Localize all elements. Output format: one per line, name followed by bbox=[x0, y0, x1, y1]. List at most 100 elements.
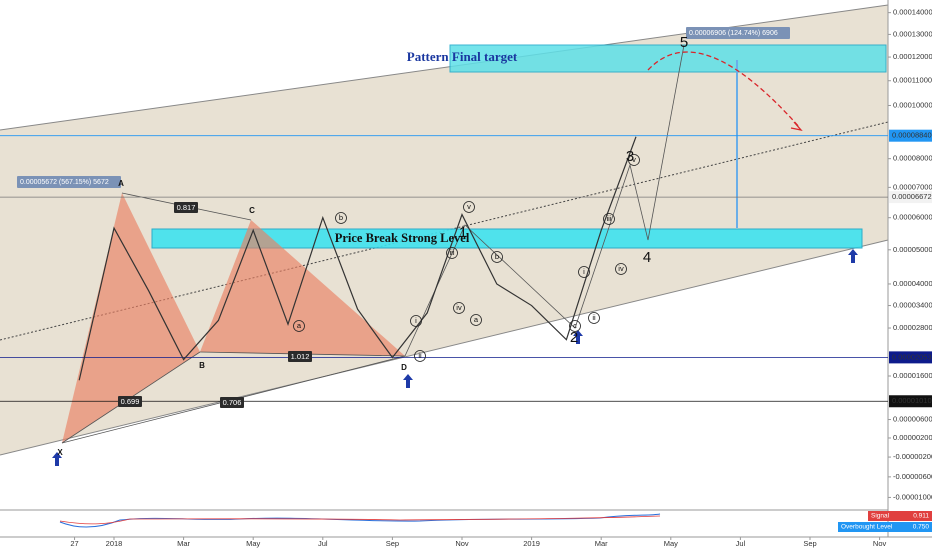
y-tick-label: 0.00005000 bbox=[893, 245, 932, 254]
callout-text: 0.00005672 (567.15%) 5672 bbox=[20, 179, 109, 186]
wave-label: c bbox=[573, 321, 577, 330]
wave-label: b bbox=[339, 213, 343, 222]
wave-circle bbox=[410, 315, 422, 327]
x-tick-label: 2019 bbox=[523, 539, 540, 548]
y-tick-label: 0.00004000 bbox=[893, 279, 932, 288]
channel-top bbox=[0, 4, 889, 131]
x-tick-label: Nov bbox=[455, 539, 469, 548]
fib-label: 1.012 bbox=[291, 352, 310, 361]
y-tick-label: 0.00000600 bbox=[893, 415, 932, 424]
wave-circle bbox=[470, 314, 482, 326]
overbought-name: Overbought Level bbox=[841, 524, 893, 531]
x-tick-label: Sep bbox=[386, 539, 399, 548]
fib-box bbox=[174, 202, 198, 213]
indicator-signal bbox=[59, 515, 661, 525]
channel-bottom bbox=[0, 239, 889, 456]
subtitle: Price Break Strong Level bbox=[335, 231, 470, 245]
wave-label: 5 bbox=[680, 34, 688, 51]
arrow-head bbox=[790, 121, 803, 132]
pattern-xab bbox=[62, 193, 200, 443]
wave-circle bbox=[293, 320, 305, 332]
wave-label: ii bbox=[592, 313, 596, 322]
wave-label: D bbox=[401, 363, 407, 372]
target-zone bbox=[449, 44, 887, 73]
fib-box bbox=[220, 397, 244, 408]
callout-text: 0.00006906 (124.74%) 6906 bbox=[689, 30, 778, 37]
signal-tag bbox=[868, 511, 932, 521]
price-line bbox=[78, 136, 637, 381]
fib-label: 0.699 bbox=[121, 397, 140, 406]
y-tick-label: 0.00012000 bbox=[893, 52, 932, 61]
wave-circle bbox=[453, 302, 465, 314]
x-tick-label: 2018 bbox=[106, 539, 123, 548]
y-tick-label: 0.00008000 bbox=[893, 154, 932, 163]
wave-label: X bbox=[57, 448, 63, 457]
level-label: 0.00002053 bbox=[892, 352, 932, 361]
projection-arrow bbox=[647, 51, 801, 129]
fib-label: 0.817 bbox=[177, 203, 196, 212]
x-tick-label: May bbox=[664, 539, 678, 548]
y-tick-label: 0.00002800 bbox=[893, 323, 932, 332]
x-tick-label: Mar bbox=[595, 539, 608, 548]
x-tick-label: Nov bbox=[873, 539, 887, 548]
y-tick-label: 0.00011000 bbox=[893, 76, 932, 85]
y-tick-label: 0.00001600 bbox=[893, 371, 932, 380]
wave-label: a bbox=[297, 321, 302, 330]
overbought-tag bbox=[838, 522, 932, 532]
y-tick-label: -0.00000600 bbox=[893, 472, 932, 481]
x-tick-label: Jul bbox=[318, 539, 328, 548]
x-tick-label: Sep bbox=[803, 539, 816, 548]
level-tag bbox=[889, 129, 932, 142]
wave-circle bbox=[491, 251, 503, 263]
wave-circle bbox=[603, 213, 615, 225]
wave-label: a bbox=[474, 315, 479, 324]
level-label: 0.00006672 bbox=[892, 192, 932, 201]
wave-circle bbox=[569, 320, 581, 332]
wave-label: B bbox=[199, 361, 205, 370]
wave-label: A bbox=[118, 179, 124, 188]
wave-circle bbox=[588, 312, 600, 324]
level-tag bbox=[889, 395, 932, 408]
fib-label: 0.706 bbox=[223, 398, 242, 407]
overbought-value: 0.750 bbox=[913, 524, 930, 531]
y-tick-label: 0.00014000 bbox=[893, 8, 932, 17]
wave-circle bbox=[628, 154, 640, 166]
callout-box bbox=[17, 176, 121, 188]
wave-label: 1 bbox=[459, 224, 467, 241]
wave-label: v bbox=[467, 202, 471, 211]
wave-label: iv bbox=[618, 264, 624, 273]
wave-label: i bbox=[415, 316, 417, 325]
y-tick-label: 0.00010000 bbox=[893, 100, 932, 109]
y-tick-label: 0.00007000 bbox=[893, 182, 932, 191]
wave-label: iv bbox=[456, 303, 462, 312]
title: Pattern Final target bbox=[407, 49, 518, 64]
wave-label: v bbox=[632, 155, 636, 164]
x-tick-label: Jul bbox=[736, 539, 746, 548]
x-tick-label: May bbox=[246, 539, 260, 548]
wave-label: b bbox=[495, 252, 499, 261]
level-label: 0.00001010 bbox=[892, 396, 932, 405]
wave-label: iii bbox=[607, 214, 612, 223]
signal-value: 0.911 bbox=[913, 513, 929, 520]
wave-label: 4 bbox=[643, 249, 651, 266]
wave-circle bbox=[414, 350, 426, 362]
fib-box bbox=[288, 351, 312, 362]
x-tick-label: Mar bbox=[177, 539, 190, 548]
wave-label: ii bbox=[418, 351, 422, 360]
wave-label: iii bbox=[450, 248, 455, 257]
y-tick-label: -0.00001000 bbox=[893, 492, 932, 501]
wave-circle bbox=[335, 212, 347, 224]
level-label: 0.00008840 bbox=[892, 131, 932, 140]
pattern-bcd bbox=[200, 220, 405, 356]
signal-name: Signal bbox=[871, 513, 890, 520]
wave-circle bbox=[578, 266, 590, 278]
x-tick-label: 27 bbox=[70, 539, 78, 548]
fib-box bbox=[118, 396, 142, 407]
y-tick-label: 0.00006000 bbox=[893, 213, 932, 222]
callout-box bbox=[686, 27, 790, 39]
y-tick-label: 0.00000200 bbox=[893, 433, 932, 442]
wave-circle bbox=[463, 201, 475, 213]
wave-label: i bbox=[583, 267, 585, 276]
wave-label: 2 bbox=[570, 329, 578, 346]
